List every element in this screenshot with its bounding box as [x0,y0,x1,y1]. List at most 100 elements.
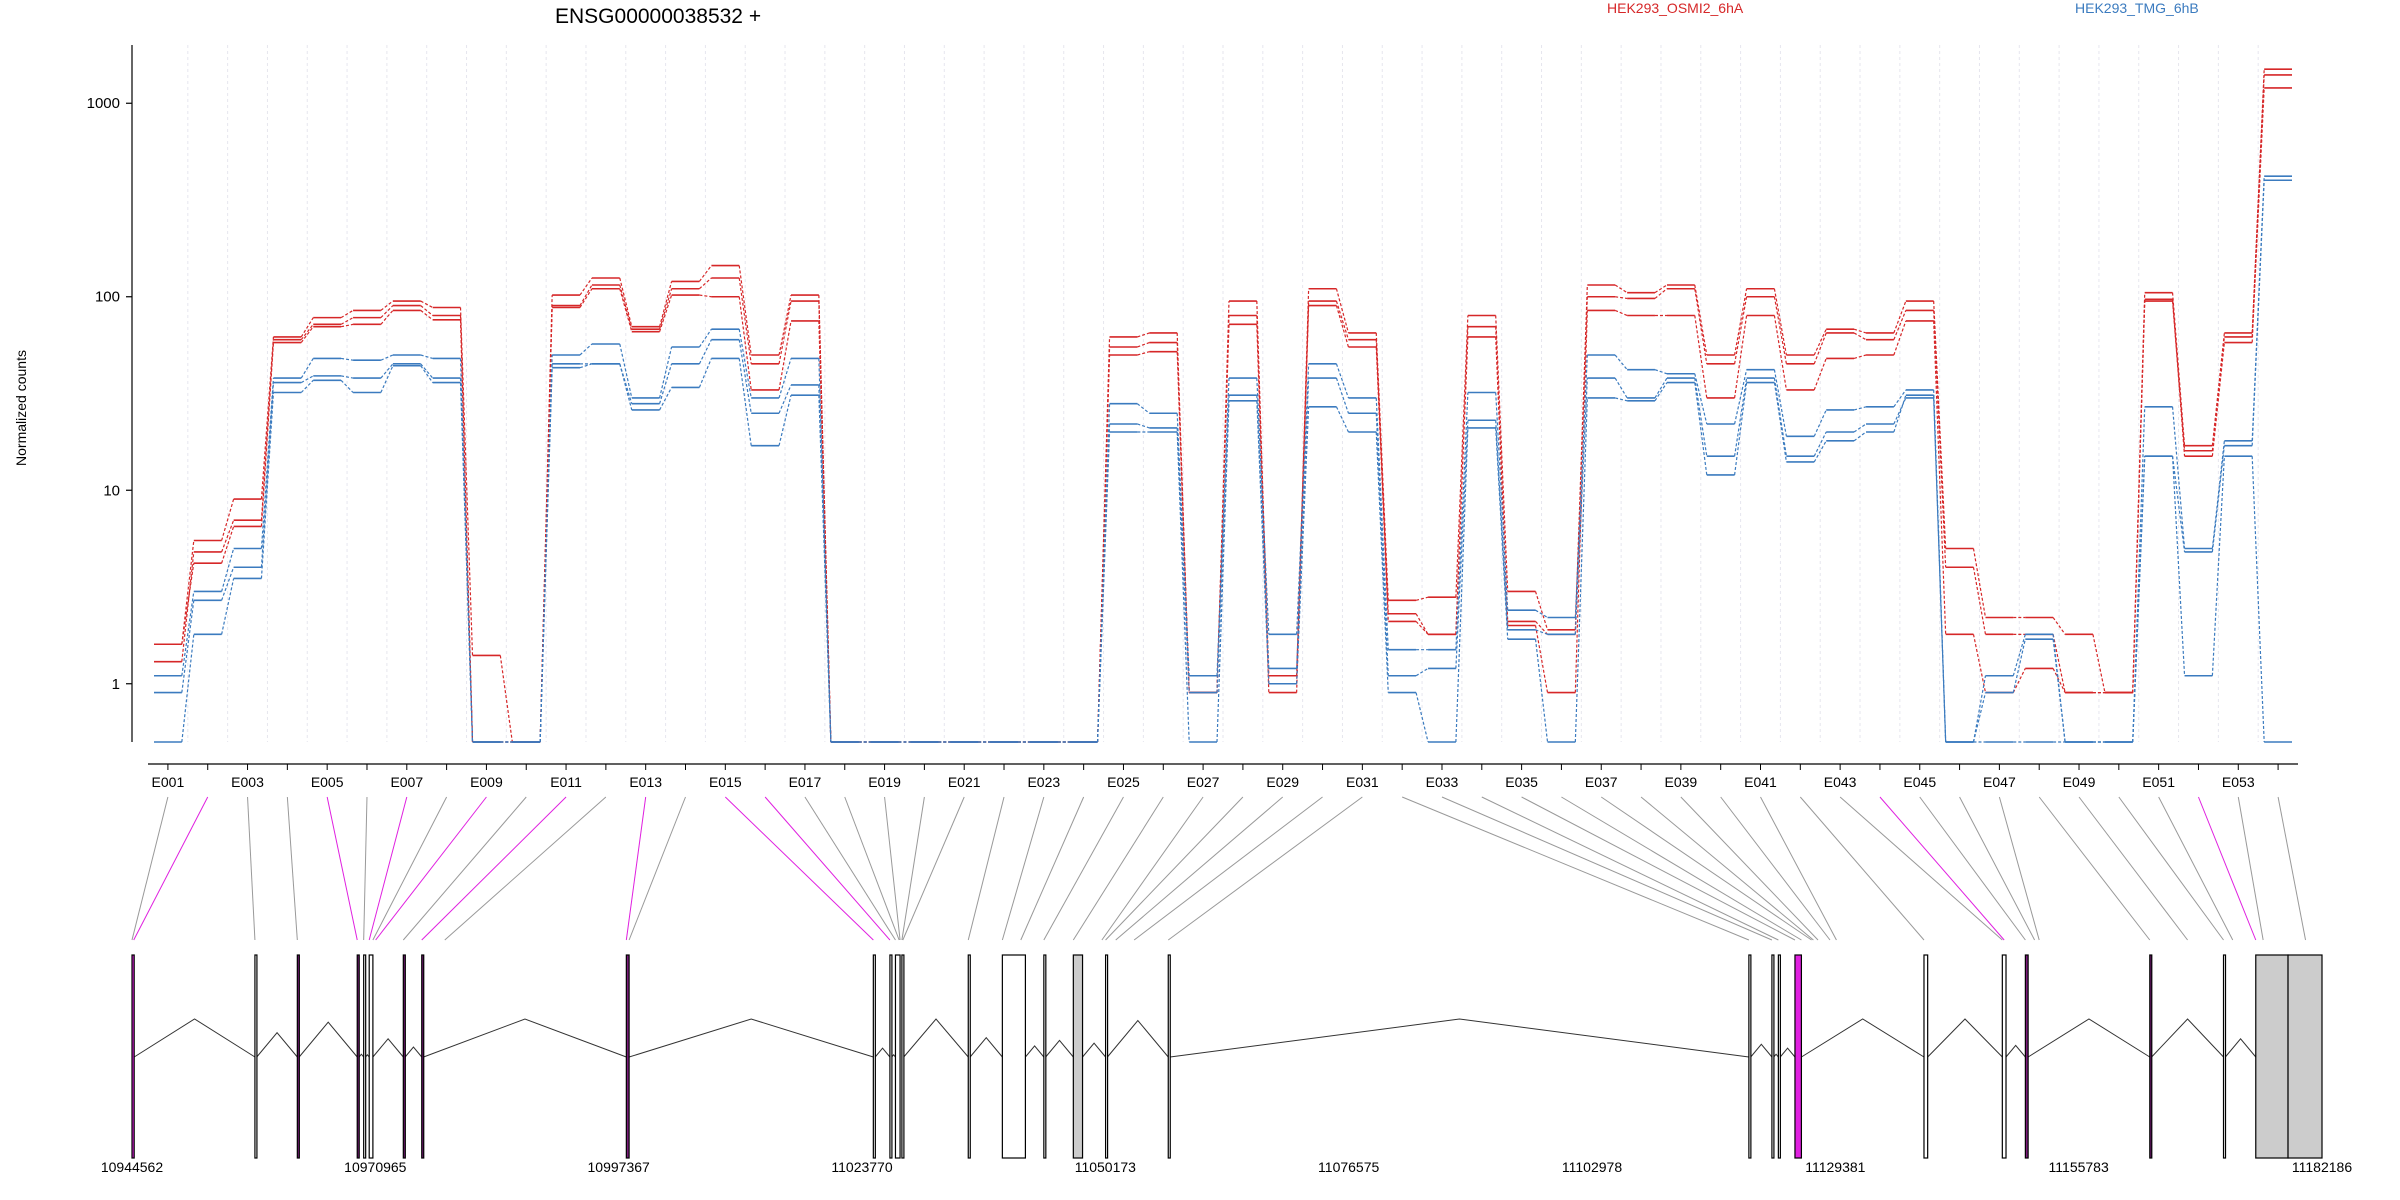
series-connector [1455,392,1469,650]
series-connector [340,317,354,325]
series-connector [1893,300,1907,334]
exon-connector [2237,796,2264,941]
exon-block [254,954,258,1159]
series-connector [1654,369,1668,375]
x-tick-label: E025 [1107,774,1140,790]
series-connector [340,309,354,319]
series-connector [659,346,673,399]
exon-block [363,954,367,1159]
exon-connector [884,796,901,941]
x-tick-label: E039 [1665,774,1698,790]
exon-connector [1561,796,1802,941]
series-connector [420,363,434,379]
series-connector [1535,629,1548,635]
series-connector [1574,397,1588,743]
series-connector [1415,692,1429,743]
exon-block [1923,954,1929,1159]
series-connector [459,307,474,656]
exon-block [368,954,374,1159]
series-connector [1495,336,1509,626]
series-connector [1734,288,1748,356]
x-tick-label: E041 [1744,774,1777,790]
series-connector [1455,315,1469,598]
series-connector [659,281,673,327]
series-connector [619,343,633,399]
exon-block [1072,954,1084,1159]
series-connector [1296,305,1310,693]
exon-connector-lines [131,796,2307,941]
series-connector [1733,315,1748,399]
series-connector [2052,668,2066,693]
exon-connector [2277,796,2307,941]
x-tick-label: E023 [1027,774,1060,790]
series-connector [2171,456,2186,676]
series-connector [1654,284,1668,294]
series-connector [778,395,792,446]
series-connector [579,277,593,296]
exon-block [894,954,901,1159]
y-tick-label: 1 [112,676,120,693]
series-connector [300,323,314,341]
intron-line [1801,1018,1925,1058]
series-connector [340,357,354,361]
series-connector [1813,332,1827,365]
series-connector [1335,377,1350,414]
series-connector [1137,341,1150,348]
series-connector [1137,351,1150,356]
exon-connector [1115,796,1284,941]
intron-line [1082,1042,1106,1058]
series-connector [1614,377,1628,399]
exon-connector [133,796,209,941]
series-connector [2012,639,2026,693]
exon-connector [764,796,891,941]
exon-block [1777,954,1781,1159]
series-connector [300,375,314,384]
series-connector [1176,427,1190,693]
series-connector [300,326,314,343]
exon-block [1167,954,1171,1159]
genomic-tick-label: 10970965 [344,1159,407,1175]
series-connector [2132,456,2146,743]
series-connector [1256,400,1270,684]
series-connector [1694,373,1708,425]
series-connector [1694,315,1708,399]
exon-connector [628,796,686,941]
series-connector [380,305,394,319]
intron-line [372,1037,404,1058]
series-connector [2171,299,2186,457]
x-tick-label: E037 [1585,774,1618,790]
exon-block [1794,954,1803,1159]
x-tick-label: E051 [2142,774,2175,790]
series-connector [420,354,433,360]
series-connector [1614,309,1628,317]
genomic-tick-label: 11182186 [2292,1159,2352,1175]
exon-connector [402,796,527,941]
series-connector [2171,406,2186,549]
exon-connector [1401,796,1750,941]
intron-line [2005,1044,2026,1058]
series-connector [698,339,712,365]
series-connector [1853,328,1867,334]
exon-block [1001,954,1027,1159]
series-connector [1176,413,1190,676]
chart-title: ENSG00000038532 + [555,5,761,28]
series-connector [499,655,513,743]
series-connector [1495,427,1509,640]
series-connector [1773,377,1788,457]
exon-block [967,954,971,1159]
exon-connector [1020,796,1085,941]
series-connector [1733,377,1748,457]
legend-entry-osmi2: HEK293_OSMI2_6hA [1607,0,1744,16]
series-connector [659,387,673,411]
series-connector [1296,378,1310,669]
series-connector [1296,406,1310,684]
series-connector [1096,354,1111,743]
exon-connector [326,796,358,941]
series-connector [1654,382,1668,402]
series-connector [1137,423,1150,429]
x-tick-label: E005 [311,774,344,790]
exon-connector [1919,796,2026,941]
series-connector [1694,284,1708,356]
x-tick-label: E047 [1983,774,2016,790]
intron-line [1025,1045,1045,1058]
